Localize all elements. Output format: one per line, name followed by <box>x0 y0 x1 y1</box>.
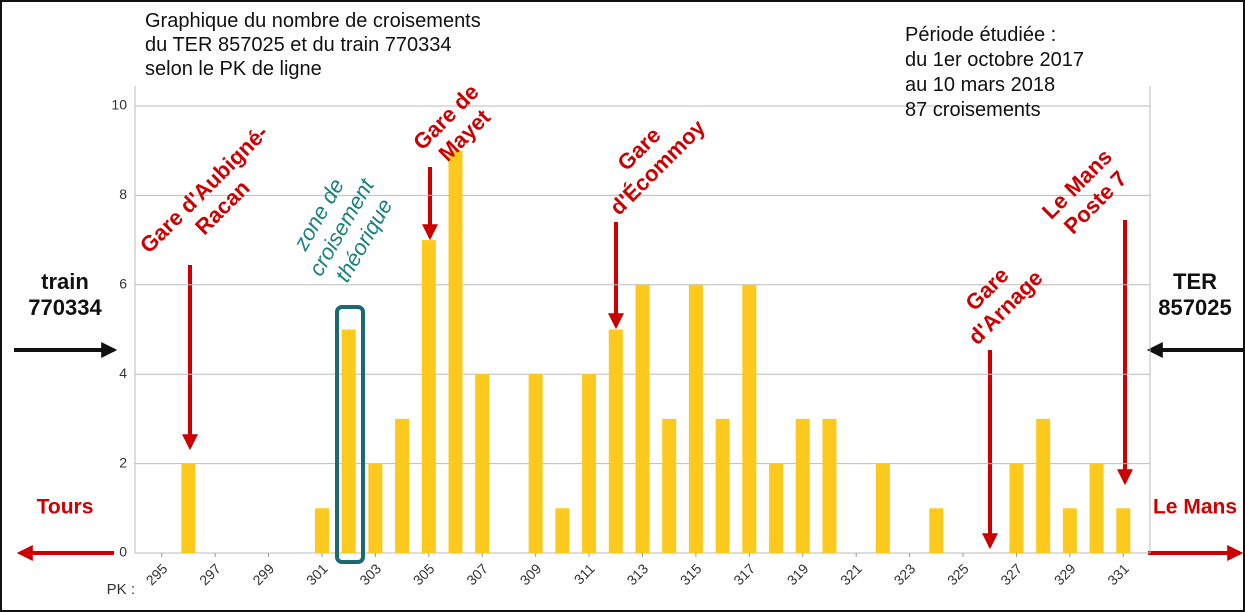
bar <box>555 508 570 553</box>
bar <box>795 418 810 553</box>
bar <box>1089 463 1104 553</box>
left-train-line: 770334 <box>28 295 102 320</box>
bar <box>475 374 490 553</box>
right-train: TER 857025 <box>1158 269 1231 320</box>
y-tick-label: 2 <box>119 454 127 470</box>
left-direction: Tours <box>37 496 94 519</box>
bar <box>528 374 543 553</box>
bar <box>875 463 890 553</box>
period-line: 87 croisements <box>905 99 1041 121</box>
bar <box>1062 508 1077 553</box>
bar <box>395 418 410 553</box>
bar <box>448 150 463 553</box>
bar <box>368 463 383 553</box>
bar <box>822 418 837 553</box>
period-line: du 1er octobre 2017 <box>905 49 1084 71</box>
bar <box>314 508 329 553</box>
y-tick-label: 6 <box>119 276 127 292</box>
bar <box>742 284 757 553</box>
bar <box>1116 508 1131 553</box>
period: Période étudiée : du 1er octobre 2017 au 1… <box>905 24 1084 121</box>
zone-frame <box>335 305 365 564</box>
bar <box>1036 418 1051 553</box>
right-train-line: 857025 <box>1158 295 1231 320</box>
right-direction: Le Mans <box>1153 496 1237 519</box>
period-line: au 10 mars 2018 <box>905 74 1055 96</box>
chart-title-line: du TER 857025 et du train 770334 <box>145 34 452 56</box>
bar <box>341 329 356 553</box>
left-train: train 770334 <box>28 269 102 320</box>
right-train-line: TER <box>1173 269 1217 294</box>
bar <box>635 284 650 553</box>
y-tick-label: 0 <box>119 544 127 560</box>
y-tick-label: 4 <box>119 365 127 381</box>
bar <box>1009 463 1024 553</box>
bar <box>715 418 730 553</box>
y-tick-label: 8 <box>119 186 127 202</box>
y-tick-label: 10 <box>111 97 127 113</box>
chart-title: Graphique du nombre de croisements du TER… <box>145 10 481 80</box>
bar <box>181 463 196 553</box>
chart-title-line: Graphique du nombre de croisements <box>145 10 481 32</box>
bar <box>688 284 703 553</box>
bar <box>662 418 677 553</box>
left-train-line: train <box>41 269 89 294</box>
bar <box>421 240 436 553</box>
arrows <box>14 167 1244 561</box>
bar <box>582 374 597 553</box>
bar <box>769 463 784 553</box>
x-axis-label: PK : <box>107 581 135 598</box>
period-line: Période étudiée : <box>905 24 1056 46</box>
bar <box>929 508 944 553</box>
bar <box>608 329 623 553</box>
chart-title-line: selon le PK de ligne <box>145 58 322 80</box>
